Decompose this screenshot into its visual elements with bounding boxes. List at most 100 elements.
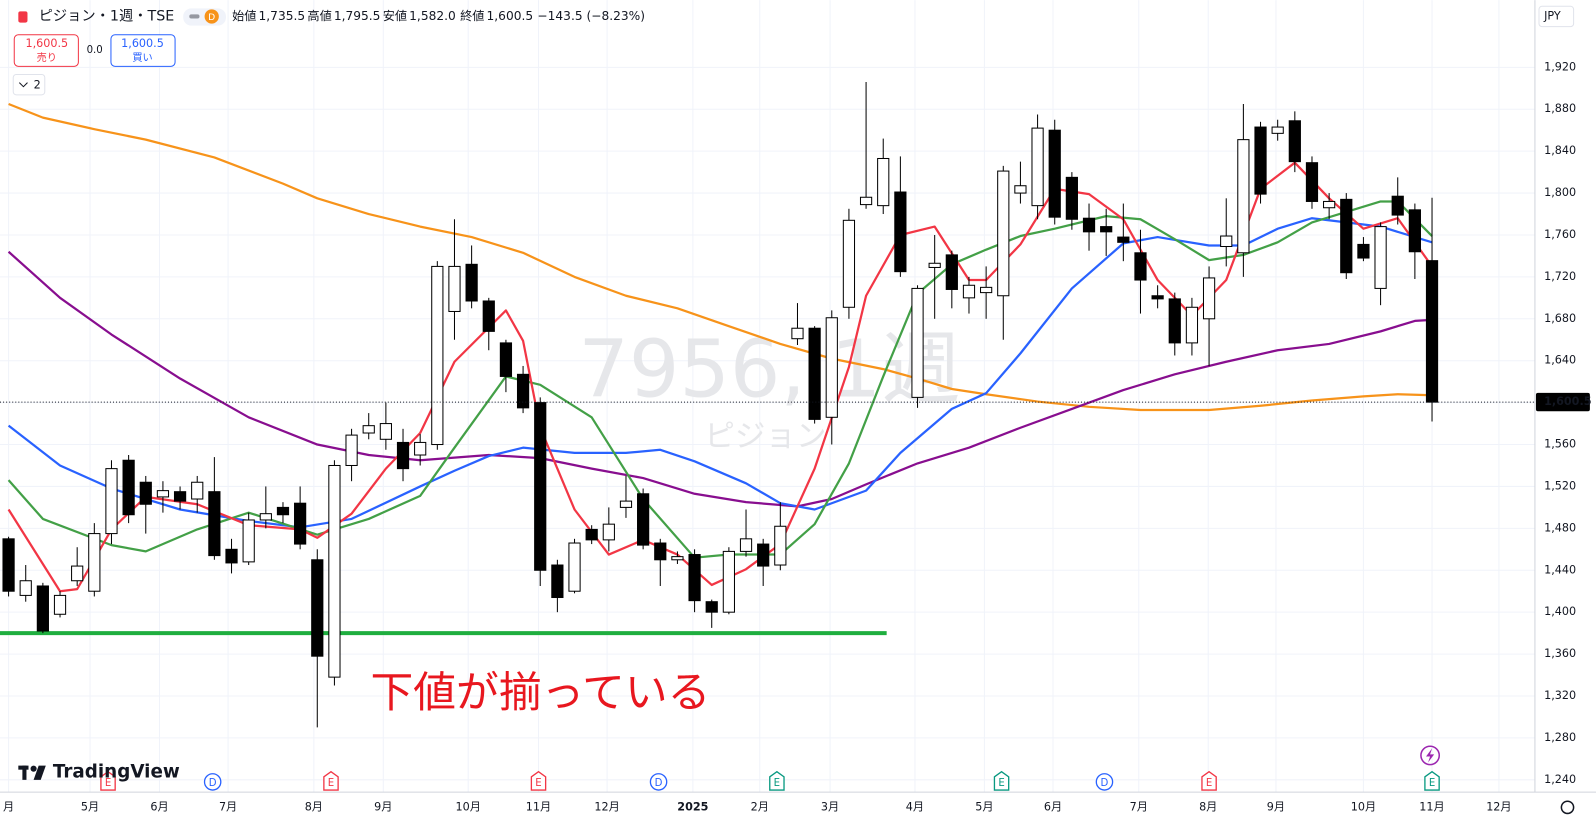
logo-mark xyxy=(22,765,27,780)
candle-body xyxy=(1168,298,1181,344)
event-label: E xyxy=(1206,778,1212,789)
candle-body xyxy=(1305,162,1319,202)
header: ピジョン・1週・TSE D 始値 1,735.5 高値 1,795.5 安値 1,582.… xyxy=(12,5,1575,96)
candle-body xyxy=(1134,252,1147,281)
event-marker[interactable] xyxy=(649,773,668,791)
event-marker xyxy=(530,770,547,791)
x-tick-label: 8月 xyxy=(305,800,323,813)
candle-body xyxy=(1100,226,1113,233)
settings-icon[interactable] xyxy=(1560,800,1575,815)
indicators-count: 2 xyxy=(34,79,41,92)
candle-body xyxy=(894,191,907,273)
candle-body xyxy=(774,525,787,566)
watermark: 7956, 1週 ピジョン xyxy=(578,323,960,455)
event-marker xyxy=(993,770,1010,791)
logo-mark xyxy=(33,765,46,780)
x-tick-label: 5月 xyxy=(81,800,99,813)
candle-body xyxy=(396,441,410,470)
lightning-bolt xyxy=(1426,748,1435,763)
x-tick-label: 10月 xyxy=(455,800,480,813)
candle-body xyxy=(71,565,84,582)
sell-price: 1,600.5 xyxy=(25,37,68,50)
event-label: D xyxy=(1101,778,1109,789)
candle-body xyxy=(1117,236,1130,243)
event-label: E xyxy=(328,778,334,789)
y-tick-label: 1,880 xyxy=(1544,102,1576,115)
candle-body xyxy=(568,542,581,592)
event-label: E xyxy=(535,778,541,789)
candle-body xyxy=(842,219,856,308)
candle-body xyxy=(465,263,478,302)
candle-body xyxy=(928,262,941,268)
x-tick-label: 4月 xyxy=(906,800,924,813)
event-label: E xyxy=(1429,778,1435,789)
candle-body xyxy=(448,265,461,312)
x-tick-label: 7月 xyxy=(219,800,237,813)
y-tick-label: 1,480 xyxy=(1544,521,1576,534)
candle-body xyxy=(345,434,358,466)
candle-body xyxy=(1185,306,1199,344)
event-marker[interactable] xyxy=(1095,773,1114,791)
sell-label: 売り xyxy=(37,51,57,64)
candle-body xyxy=(945,254,958,290)
price-axis xyxy=(1534,0,1596,835)
candle-body xyxy=(1271,126,1284,134)
candle-body xyxy=(414,441,427,456)
candle-body xyxy=(739,538,753,552)
y-tick-label: 1,640 xyxy=(1544,354,1576,367)
candle-body xyxy=(105,468,118,535)
candle-body xyxy=(208,491,221,557)
event-marker xyxy=(769,770,785,791)
candle-body xyxy=(276,506,290,516)
x-tick-label: 9月 xyxy=(374,800,392,813)
candle-body xyxy=(1065,176,1078,220)
y-tick-label: 1,920 xyxy=(1544,60,1576,73)
candle-body xyxy=(1254,126,1267,195)
candle-body xyxy=(1340,198,1353,274)
candle-body xyxy=(242,519,255,563)
event-marker[interactable] xyxy=(203,773,222,791)
candle-body xyxy=(431,265,444,446)
candle-body xyxy=(1151,295,1164,300)
plot xyxy=(0,82,1535,728)
watermark-subtitle: ピジョン xyxy=(704,419,826,454)
candle-body xyxy=(1048,129,1061,218)
axes: 1,240 1,280 1,320 1,360 1,400 1,440 1,480 1,520… xyxy=(3,60,1592,813)
candle-body xyxy=(619,500,633,508)
candle-body xyxy=(328,464,341,678)
y-tick-label: 1,240 xyxy=(1544,773,1576,786)
buy-button[interactable] xyxy=(110,34,176,67)
event-label: D xyxy=(655,778,663,789)
candle-body xyxy=(362,425,375,434)
candle-body xyxy=(1323,200,1336,209)
candle-body xyxy=(534,402,547,571)
x-tick-label: 3月 xyxy=(821,800,839,813)
candle-body xyxy=(825,317,838,418)
sell-button[interactable] xyxy=(13,34,79,67)
candle-body xyxy=(173,491,187,502)
candle-body xyxy=(1014,185,1027,194)
ohlc-label: 高値 xyxy=(307,8,331,23)
y-tick-label: 1,280 xyxy=(1544,731,1576,744)
candle-body xyxy=(757,543,770,567)
candle-body xyxy=(191,481,204,500)
indicators-toggle[interactable] xyxy=(12,73,46,96)
candle-body xyxy=(19,580,32,596)
change: −143.5 (−8.23%) xyxy=(537,9,645,23)
candle-body xyxy=(1237,139,1250,254)
candle-body xyxy=(482,300,495,332)
last-price-tag xyxy=(1535,392,1590,412)
y-tick-label: 1,840 xyxy=(1544,144,1576,157)
currency-button[interactable] xyxy=(1538,5,1575,28)
event-label: D xyxy=(209,778,217,789)
candle-body xyxy=(637,493,650,546)
lightning-icon[interactable] xyxy=(1420,745,1441,766)
watermark-title: 7956, 1週 xyxy=(578,323,960,416)
candle-body xyxy=(671,556,684,561)
candle-body xyxy=(1220,235,1233,248)
ohlc-value: 1,582.0 xyxy=(409,9,456,23)
last-price-label: 1,600.5 xyxy=(1544,395,1591,408)
badge-circle xyxy=(204,9,219,24)
x-tick-label: 6月 xyxy=(1044,800,1062,813)
